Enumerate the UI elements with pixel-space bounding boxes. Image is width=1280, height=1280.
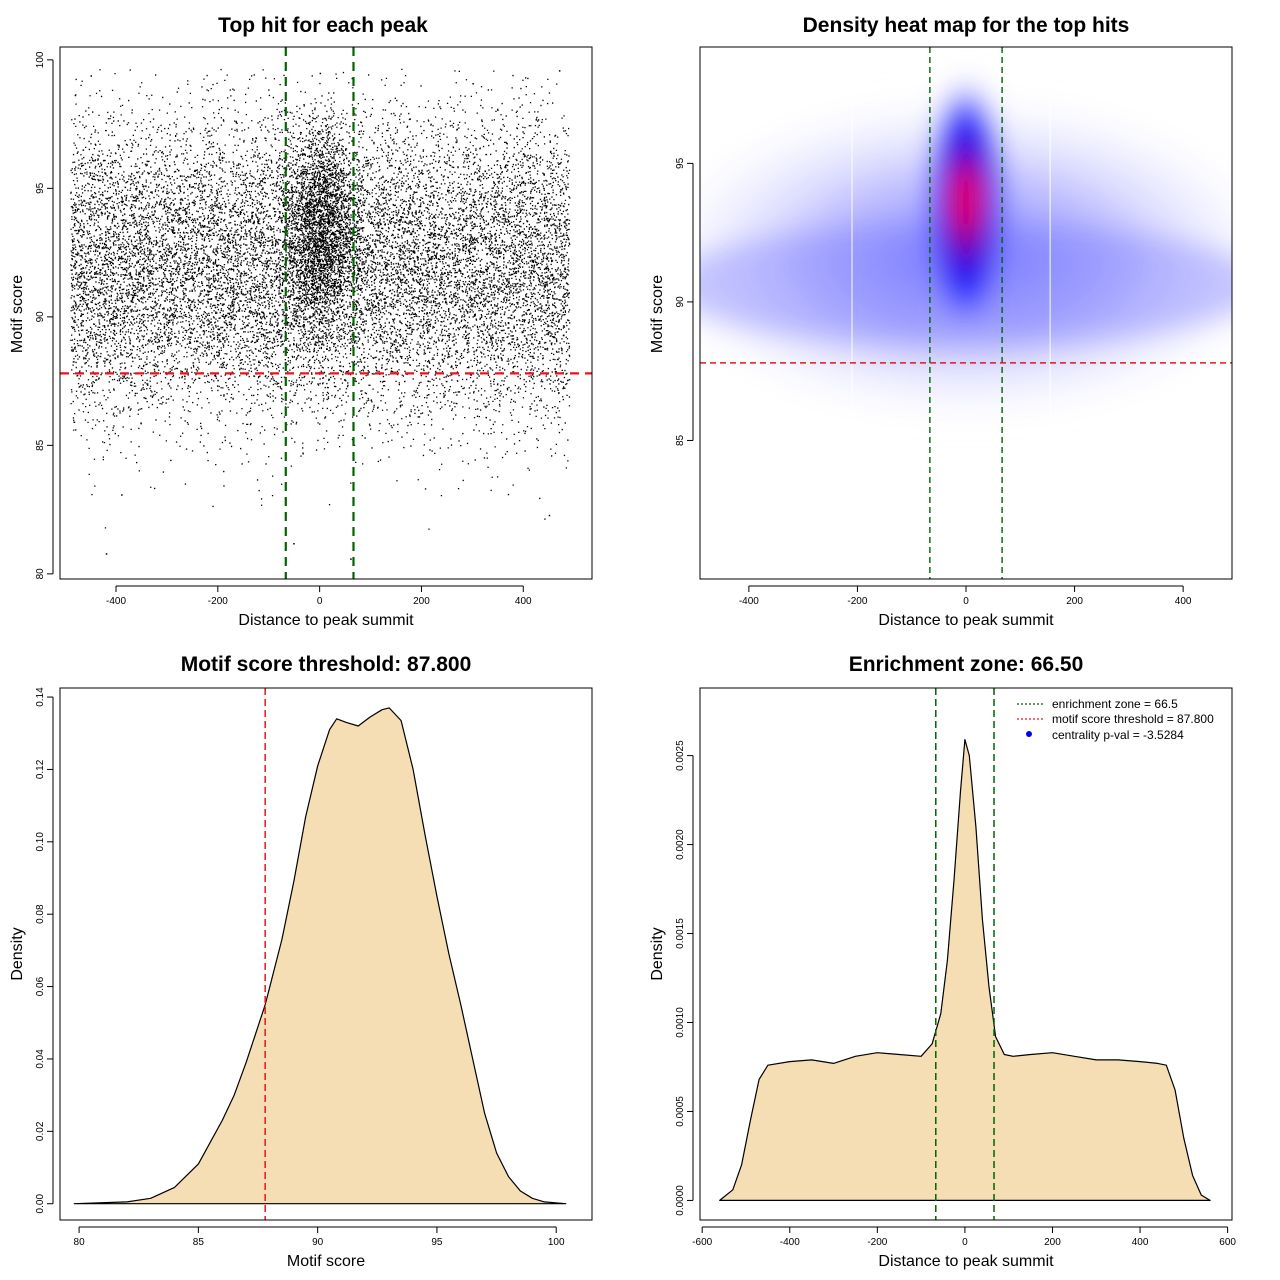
panel2-title: Density heat map for the top hits [803,14,1130,37]
panel4-marks [719,688,1211,1220]
y-tick-label: 0.12 [35,759,46,779]
y-tick-label: 90 [35,311,46,323]
x-tick-label: -200 [208,596,228,607]
panel2-axes: -400 -200 0 200 400 85 90 95 [675,157,1192,607]
panel2-ylabel: Motif score [649,275,666,353]
y-tick-label: 95 [675,157,686,169]
panel-motif-score-density: Motif score threshold: 87.800 80 85 90 95 10… [9,653,593,1270]
y-tick-label: 80 [35,568,46,580]
panel-density-heatmap: Density heat map for the top hits -400 -2… [649,14,1233,629]
x-tick-label: 400 [1132,1237,1149,1248]
panel2-marks [700,47,1232,579]
y-tick-label: 0.0010 [675,1007,686,1038]
x-tick-label: 200 [1044,1237,1061,1248]
x-tick-label: 95 [431,1237,443,1248]
x-tick-label: -200 [847,596,867,607]
x-tick-label: -400 [106,596,126,607]
x-tick-label: 0 [317,596,323,607]
x-tick-label: -200 [867,1237,887,1248]
x-tick-label: 400 [1175,596,1192,607]
scatter-points [70,68,571,560]
legend-key-centrality [1026,731,1032,737]
y-tick-label: 85 [675,434,686,446]
x-tick-label: 85 [193,1237,205,1248]
y-tick-label: 0.04 [35,1049,46,1069]
y-tick-label: 0.0025 [675,740,686,771]
x-tick-label: -400 [739,596,759,607]
x-tick-label: 90 [312,1237,324,1248]
x-tick-label: 80 [74,1237,86,1248]
x-tick-label: 100 [548,1237,565,1248]
x-tick-label: 400 [515,596,532,607]
y-tick-label: 0.0000 [675,1185,686,1216]
panel1-marks [60,47,592,579]
panel-enrichment-zone-density: Enrichment zone: 66.50 -600 -400 -200 0 200 4… [649,653,1236,1270]
density-area [73,707,567,1205]
panel3-xlabel: Motif score [287,1253,365,1270]
x-tick-label: 200 [413,596,430,607]
y-tick-label: 85 [35,439,46,451]
x-tick-label: -600 [692,1237,712,1248]
density-field [700,71,1232,431]
panel1-frame [59,46,593,580]
panel4-title: Enrichment zone: 66.50 [849,653,1084,676]
panel1-ylabel: Motif score [9,275,26,353]
panel-top-hit-scatter: Top hit for each peak -400 -200 0 200 400 80 8… [9,14,593,629]
panel1-axes: -400 -200 0 200 400 80 85 90 95 100 [35,51,532,607]
x-tick-label: 0 [962,1237,968,1248]
panel3-axes: 80 85 90 95 100 0.00 0.02 0.04 0.06 0.08 0.10 0.12 0… [35,687,565,1248]
panel4-axes: -600 -400 -200 0 200 400 600 0.0000 0.0005 0.0010… [675,740,1236,1248]
y-tick-label: 0.0020 [675,829,686,860]
panel3-marks [73,688,567,1220]
legend-label-threshold: motif score threshold = 87.800 [1052,712,1214,726]
y-tick-label: 0.14 [35,687,46,707]
y-tick-label: 100 [35,51,46,68]
legend: enrichment zone = 66.5 motif score thres… [1017,697,1214,742]
legend-label-enrichment: enrichment zone = 66.5 [1052,697,1178,711]
y-tick-label: 0.06 [35,976,46,996]
x-tick-label: -400 [780,1237,800,1248]
y-tick-label: 0.0015 [675,918,686,949]
panel1-title: Top hit for each peak [218,14,428,37]
y-tick-label: 0.00 [35,1194,46,1214]
y-tick-label: 0.0005 [675,1096,686,1127]
y-tick-label: 0.08 [35,904,46,924]
y-tick-label: 90 [675,296,686,308]
density-area [719,739,1211,1201]
panel3-frame [59,687,593,1221]
y-tick-label: 95 [35,182,46,194]
y-tick-label: 0.10 [35,832,46,852]
panel3-title: Motif score threshold: 87.800 [181,653,472,676]
density-peak [952,166,980,228]
panel4-frame [699,687,1233,1221]
legend-label-centrality: centrality p-val = -3.5284 [1052,728,1184,742]
panel1-xlabel: Distance to peak summit [238,612,414,629]
panel3-ylabel: Density [9,927,26,980]
x-tick-label: 600 [1219,1237,1236,1248]
x-tick-label: 200 [1066,596,1083,607]
panel4-xlabel: Distance to peak summit [878,1253,1054,1270]
x-tick-label: 0 [963,596,969,607]
panel2-xlabel: Distance to peak summit [878,612,1054,629]
panel4-ylabel: Density [649,927,666,980]
panel2-frame [699,46,1233,580]
y-tick-label: 0.02 [35,1121,46,1141]
